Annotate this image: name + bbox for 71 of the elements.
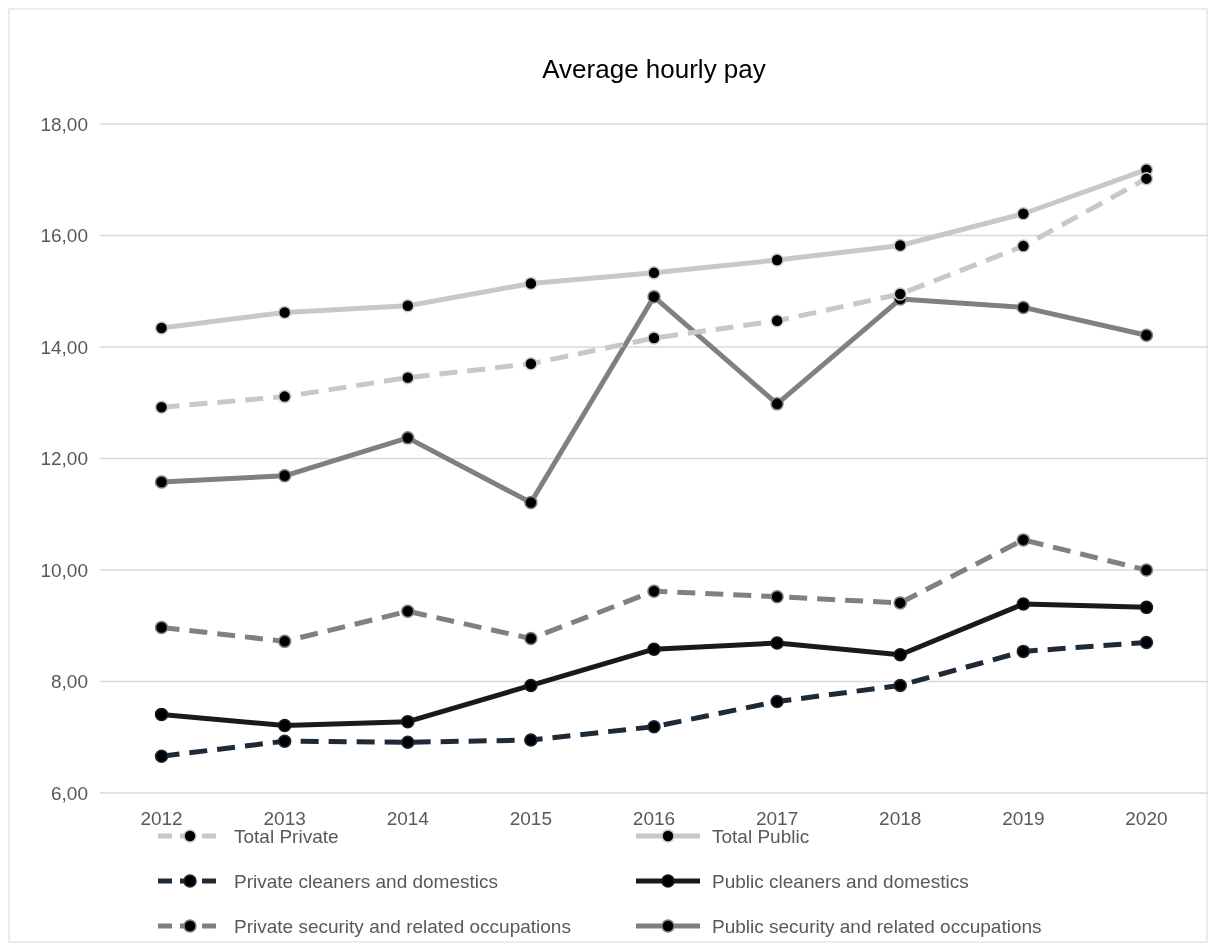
point <box>524 678 538 693</box>
point <box>277 634 292 649</box>
point <box>154 321 169 335</box>
x-tick-label: 2016 <box>632 808 676 829</box>
point <box>893 287 907 301</box>
point <box>154 475 169 489</box>
point <box>1016 300 1031 315</box>
point <box>1016 239 1031 253</box>
point <box>1016 597 1031 611</box>
point <box>770 694 784 709</box>
point <box>401 604 415 619</box>
point <box>1016 644 1031 659</box>
y-tick-label: 8,00 <box>51 671 88 693</box>
x-tick-label: 2012 <box>140 808 183 829</box>
legend-label: Public cleaners and domestics <box>712 870 969 892</box>
point <box>524 495 538 510</box>
y-tick-label: 16,00 <box>40 225 88 247</box>
point <box>893 678 907 693</box>
x-tick-label: 2020 <box>1125 808 1168 829</box>
y-tick-label: 12,00 <box>40 448 88 470</box>
y-tick-label: 14,00 <box>40 336 88 358</box>
point <box>277 389 292 404</box>
point <box>154 400 169 414</box>
point <box>893 647 907 662</box>
point <box>154 707 169 722</box>
y-tick-label: 18,00 <box>40 113 88 135</box>
point <box>647 290 661 304</box>
x-tick-label: 2018 <box>879 808 922 829</box>
point <box>401 431 415 445</box>
y-tick-label: 10,00 <box>40 559 88 581</box>
point <box>770 397 784 411</box>
point <box>154 620 169 635</box>
point <box>770 636 784 650</box>
legend-label: Private security and related occupations <box>234 915 571 937</box>
point <box>1139 600 1154 615</box>
point <box>893 596 907 610</box>
point <box>1139 328 1154 343</box>
point <box>770 314 784 328</box>
point <box>401 370 415 385</box>
point <box>401 714 415 729</box>
point <box>277 305 292 320</box>
point <box>524 733 538 747</box>
point <box>647 266 661 280</box>
point <box>1016 533 1031 547</box>
point <box>154 749 169 763</box>
point <box>524 631 538 646</box>
point <box>893 238 907 253</box>
x-tick-label: 2019 <box>1002 808 1045 829</box>
point <box>1139 171 1154 186</box>
point <box>647 331 661 345</box>
point <box>524 356 538 371</box>
legend-label: Public security and related occupations <box>712 915 1042 937</box>
point <box>770 590 784 604</box>
point <box>524 276 538 291</box>
point <box>647 584 661 598</box>
point <box>401 299 415 313</box>
point <box>647 719 661 734</box>
point <box>277 734 292 748</box>
point <box>1139 563 1154 577</box>
point <box>277 469 292 483</box>
point <box>1016 207 1031 221</box>
point <box>770 253 784 267</box>
x-tick-label: 2015 <box>509 808 553 829</box>
legend-label: Private cleaners and domestics <box>234 870 499 892</box>
x-tick-label: 2014 <box>386 808 430 829</box>
point <box>401 735 415 750</box>
chart-title: Average hourly pay <box>542 54 766 84</box>
point <box>277 718 292 733</box>
point <box>1139 635 1154 650</box>
point <box>647 642 661 656</box>
y-tick-label: 6,00 <box>51 782 88 804</box>
